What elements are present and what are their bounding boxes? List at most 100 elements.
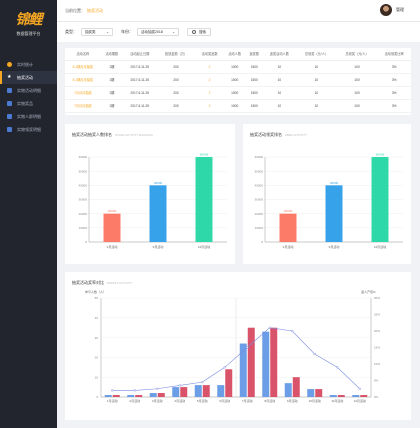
left-axis-title: 参与人数（人）	[85, 289, 106, 294]
y-tick-label: 10000	[255, 226, 264, 230]
table-header-row: 活动名称 活动期数 活动起止日期 投放金额（万） 活动奖品数 活动人数 返奖数 返奖活动人数总…	[65, 48, 411, 61]
y-tick-label: 0	[96, 395, 98, 399]
column-header[interactable]: 活动奖品数	[195, 48, 224, 61]
x-tick-label: 3月活动	[107, 244, 118, 249]
chevron-down-icon: ⌄	[106, 30, 109, 34]
top-bar: 当前位置： 抽奖活动 管理	[57, 0, 420, 22]
x-tick-label: 5月活动	[197, 398, 208, 403]
table-cell: 1000	[223, 99, 246, 113]
chart-title: 抽奖活动领奖排名	[250, 132, 282, 137]
table-row[interactable]: 7月月月抽奖 1期 2017.6.11-25 200 2 1000 1500 10 10 100 3…	[65, 99, 411, 113]
column-header[interactable]: 活动领奖比率	[377, 48, 411, 61]
sidebar-item-0[interactable]: 实时统计	[0, 58, 57, 71]
activity-name-link[interactable]: 8.1期月月抽奖	[65, 73, 101, 87]
table-cell: 2017.6.11-25	[123, 86, 157, 100]
user-menu[interactable]: 管理	[380, 4, 404, 16]
x-tick-label: 3月活动	[152, 398, 163, 403]
table-row[interactable]: 8.1期月月抽奖 1期 2017.6.11-25 200 2 1000 1500 10 10 10…	[65, 73, 411, 87]
table-cell: 10	[296, 60, 337, 74]
breadcrumb-current[interactable]: 抽奖活动	[87, 7, 103, 13]
search-icon	[192, 30, 196, 34]
chevron-down-icon: ⌄	[172, 30, 175, 34]
table-cell: 3%	[377, 99, 411, 113]
line-point	[201, 381, 204, 384]
bar	[202, 385, 210, 397]
table-cell: 100	[336, 60, 378, 74]
activity-table-card: 活动名称 活动期数 活动起止日期 投放金额（万） 活动奖品数 活动人数 返奖数 返奖活动人数总…	[65, 48, 411, 115]
activity-table: 活动名称 活动期数 活动起止日期 投放金额（万） 活动奖品数 活动人数 返奖数 返奖活动人数总…	[65, 48, 411, 113]
line-point	[223, 366, 226, 369]
table-cell: 10	[262, 60, 297, 74]
y-tick-label: 40	[95, 316, 99, 320]
sidebar-item-3[interactable]: 实物奖品	[0, 97, 57, 110]
y-tick-label: 30	[95, 336, 99, 340]
chart-subtitle: IPSCD ACTIVITY RANKING	[115, 133, 153, 137]
bar-chart-participants: 0 10000 20000 30000 40000 50000 60000 20000 3月活动…	[79, 153, 227, 249]
column-header[interactable]: 总领奖（元/人）	[336, 48, 378, 61]
data-label: 20000	[108, 209, 117, 213]
sidebar: 锦鲤 数据管理平台 实时统计 ★ 抽奖活动 实物活动明细 实物奖品 实物人群明细实物领奖明…	[0, 0, 57, 428]
y2-tick-label: 30%	[374, 296, 380, 300]
sidebar-item-5[interactable]: 实物领奖明细	[0, 123, 57, 136]
line-point	[246, 346, 249, 349]
sidebar-item-1[interactable]: ★ 抽奖活动	[0, 71, 57, 84]
x-tick-label: 6月活动	[153, 244, 164, 249]
column-header[interactable]: 活动期数	[100, 48, 124, 61]
username[interactable]: 管理	[396, 7, 404, 12]
column-header[interactable]: 活动起止日期	[123, 48, 157, 61]
sidebar-item-label: 实物领奖明细	[17, 126, 41, 132]
bar	[292, 377, 300, 397]
table-cell: 10	[262, 86, 297, 100]
y2-tick-label: 25%	[374, 313, 380, 317]
x-tick-label: 10月活动	[309, 398, 321, 403]
column-header[interactable]: 返奖活动人数	[262, 48, 297, 61]
table-cell: 1期	[100, 73, 124, 87]
sidebar-item-2[interactable]: 实物活动明细	[0, 84, 57, 97]
bar	[225, 369, 233, 397]
breadcrumb-label: 当前位置：	[65, 7, 85, 13]
table-body: 8.1期月月抽奖 1期 2017.6.11-25 200 2 1000 1500 10 10 10…	[65, 60, 411, 113]
data-label: 60000	[376, 153, 385, 157]
chart-subtitle: ENDDIT ACTIVITY	[107, 281, 133, 285]
sidebar-item-4[interactable]: 实物人群明细	[0, 110, 57, 123]
column-header[interactable]: 总领奖（元/人）	[296, 48, 337, 61]
chart-title: 抽奖活动抽奖人数排名	[72, 132, 112, 137]
data-label: 40000	[154, 181, 163, 185]
x-tick-label: 1月活动	[107, 398, 118, 403]
column-header[interactable]: 活动名称	[65, 48, 101, 61]
line-point	[313, 352, 316, 356]
app-logo[interactable]: 锦鲤 数据管理平台	[0, 0, 57, 46]
year-select[interactable]: 活动抽奖2018 ⌄	[137, 28, 179, 36]
chart-card-winners: 抽奖活动领奖排名 ABEF ACTIVITY 0 10000 20000 30000 40…	[243, 124, 411, 264]
search-button[interactable]: 搜索	[187, 28, 211, 36]
y-tick-label: 20000	[255, 212, 264, 216]
avatar[interactable]	[380, 4, 392, 16]
activity-name-link[interactable]: 7月月月抽奖	[65, 99, 101, 113]
bar	[325, 185, 343, 242]
sidebar-nav: 实时统计 ★ 抽奖活动 实物活动明细 实物奖品 实物人群明细实物领奖明细	[0, 58, 57, 136]
activity-name-link[interactable]: 8.1期月月抽奖	[65, 60, 101, 74]
table-cell: 10	[296, 86, 337, 100]
y-tick-label: 30000	[255, 198, 264, 202]
column-header[interactable]: 返奖数	[245, 48, 263, 61]
search-label: 搜索	[199, 29, 206, 34]
bar	[307, 389, 315, 397]
bar	[262, 331, 270, 397]
column-header[interactable]: 活动人数	[223, 48, 246, 61]
y2-tick-label: 0%	[374, 395, 379, 399]
bar	[112, 395, 120, 397]
table-cell: 1500	[245, 73, 263, 87]
column-header[interactable]: 投放金额（万）	[156, 48, 196, 61]
table-row[interactable]: 8.1期月月抽奖 1期 2017.6.11-25 200 2 1000 1500 10 10 10…	[65, 60, 411, 74]
activity-name-link[interactable]: 7月月月抽奖	[65, 86, 101, 100]
x-tick-label: 6月活动	[219, 398, 230, 403]
table-row[interactable]: 7月月月抽奖 1期 2017.6.11-25 200 2 1000 1500 10 10 100 3…	[65, 86, 411, 100]
mixed-chart-ratio: 参与人数（人） 返人产值% 0 10 20 30 40 50 0% 5% 10% 15% 20% 25% 3…	[85, 289, 380, 403]
bar	[352, 395, 360, 397]
line-point	[156, 387, 159, 390]
table-cell: 100	[336, 86, 378, 100]
type-select[interactable]: 抽奖类 ⌄	[81, 28, 113, 36]
bar	[180, 387, 188, 397]
bar	[239, 343, 247, 397]
y-tick-label: 60000	[79, 155, 88, 159]
